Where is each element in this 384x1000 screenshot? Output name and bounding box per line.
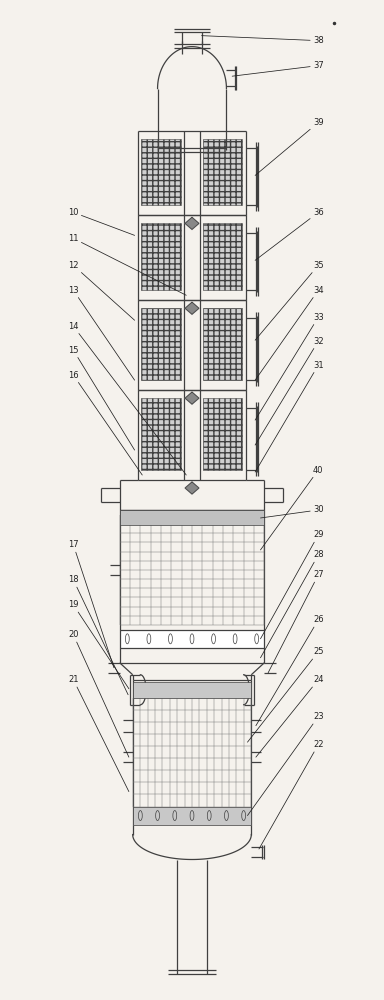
Bar: [141, 398, 181, 470]
Text: 23: 23: [247, 712, 324, 816]
Text: 39: 39: [255, 118, 324, 175]
Text: 38: 38: [202, 36, 324, 45]
Polygon shape: [185, 482, 199, 494]
Text: 30: 30: [260, 505, 324, 518]
Bar: [141, 139, 181, 205]
Text: 17: 17: [68, 540, 114, 668]
Text: 18: 18: [68, 575, 128, 695]
Text: 40: 40: [260, 466, 323, 550]
Bar: [141, 223, 181, 290]
Text: 14: 14: [68, 322, 186, 475]
Text: 31: 31: [255, 361, 324, 472]
Text: 19: 19: [68, 600, 129, 689]
Text: 12: 12: [68, 261, 135, 320]
Text: 34: 34: [255, 286, 324, 380]
Text: 16: 16: [68, 371, 142, 475]
Text: 33: 33: [255, 313, 324, 420]
Text: 27: 27: [268, 570, 324, 673]
Text: 35: 35: [255, 261, 324, 340]
Text: 36: 36: [255, 208, 324, 260]
Bar: [133, 682, 251, 698]
Bar: [203, 223, 242, 290]
Bar: [203, 308, 242, 380]
Text: 24: 24: [256, 675, 323, 757]
Polygon shape: [185, 392, 199, 404]
Bar: [141, 308, 181, 380]
Text: 28: 28: [260, 550, 324, 658]
Bar: [120, 630, 264, 648]
Text: 20: 20: [68, 630, 129, 757]
Bar: [203, 139, 242, 205]
Bar: [120, 510, 264, 525]
Text: 10: 10: [68, 208, 135, 235]
Text: 26: 26: [256, 615, 324, 726]
Polygon shape: [185, 217, 199, 229]
Text: 37: 37: [232, 61, 324, 76]
Polygon shape: [185, 302, 199, 314]
Text: 29: 29: [260, 530, 323, 639]
Text: 21: 21: [68, 675, 129, 792]
Text: 32: 32: [255, 337, 324, 445]
Text: 15: 15: [68, 346, 135, 450]
Text: 11: 11: [68, 234, 186, 295]
Text: 22: 22: [259, 740, 323, 849]
Text: 13: 13: [68, 286, 135, 380]
Text: 25: 25: [247, 647, 323, 742]
Bar: [203, 398, 242, 470]
Bar: [133, 807, 251, 825]
